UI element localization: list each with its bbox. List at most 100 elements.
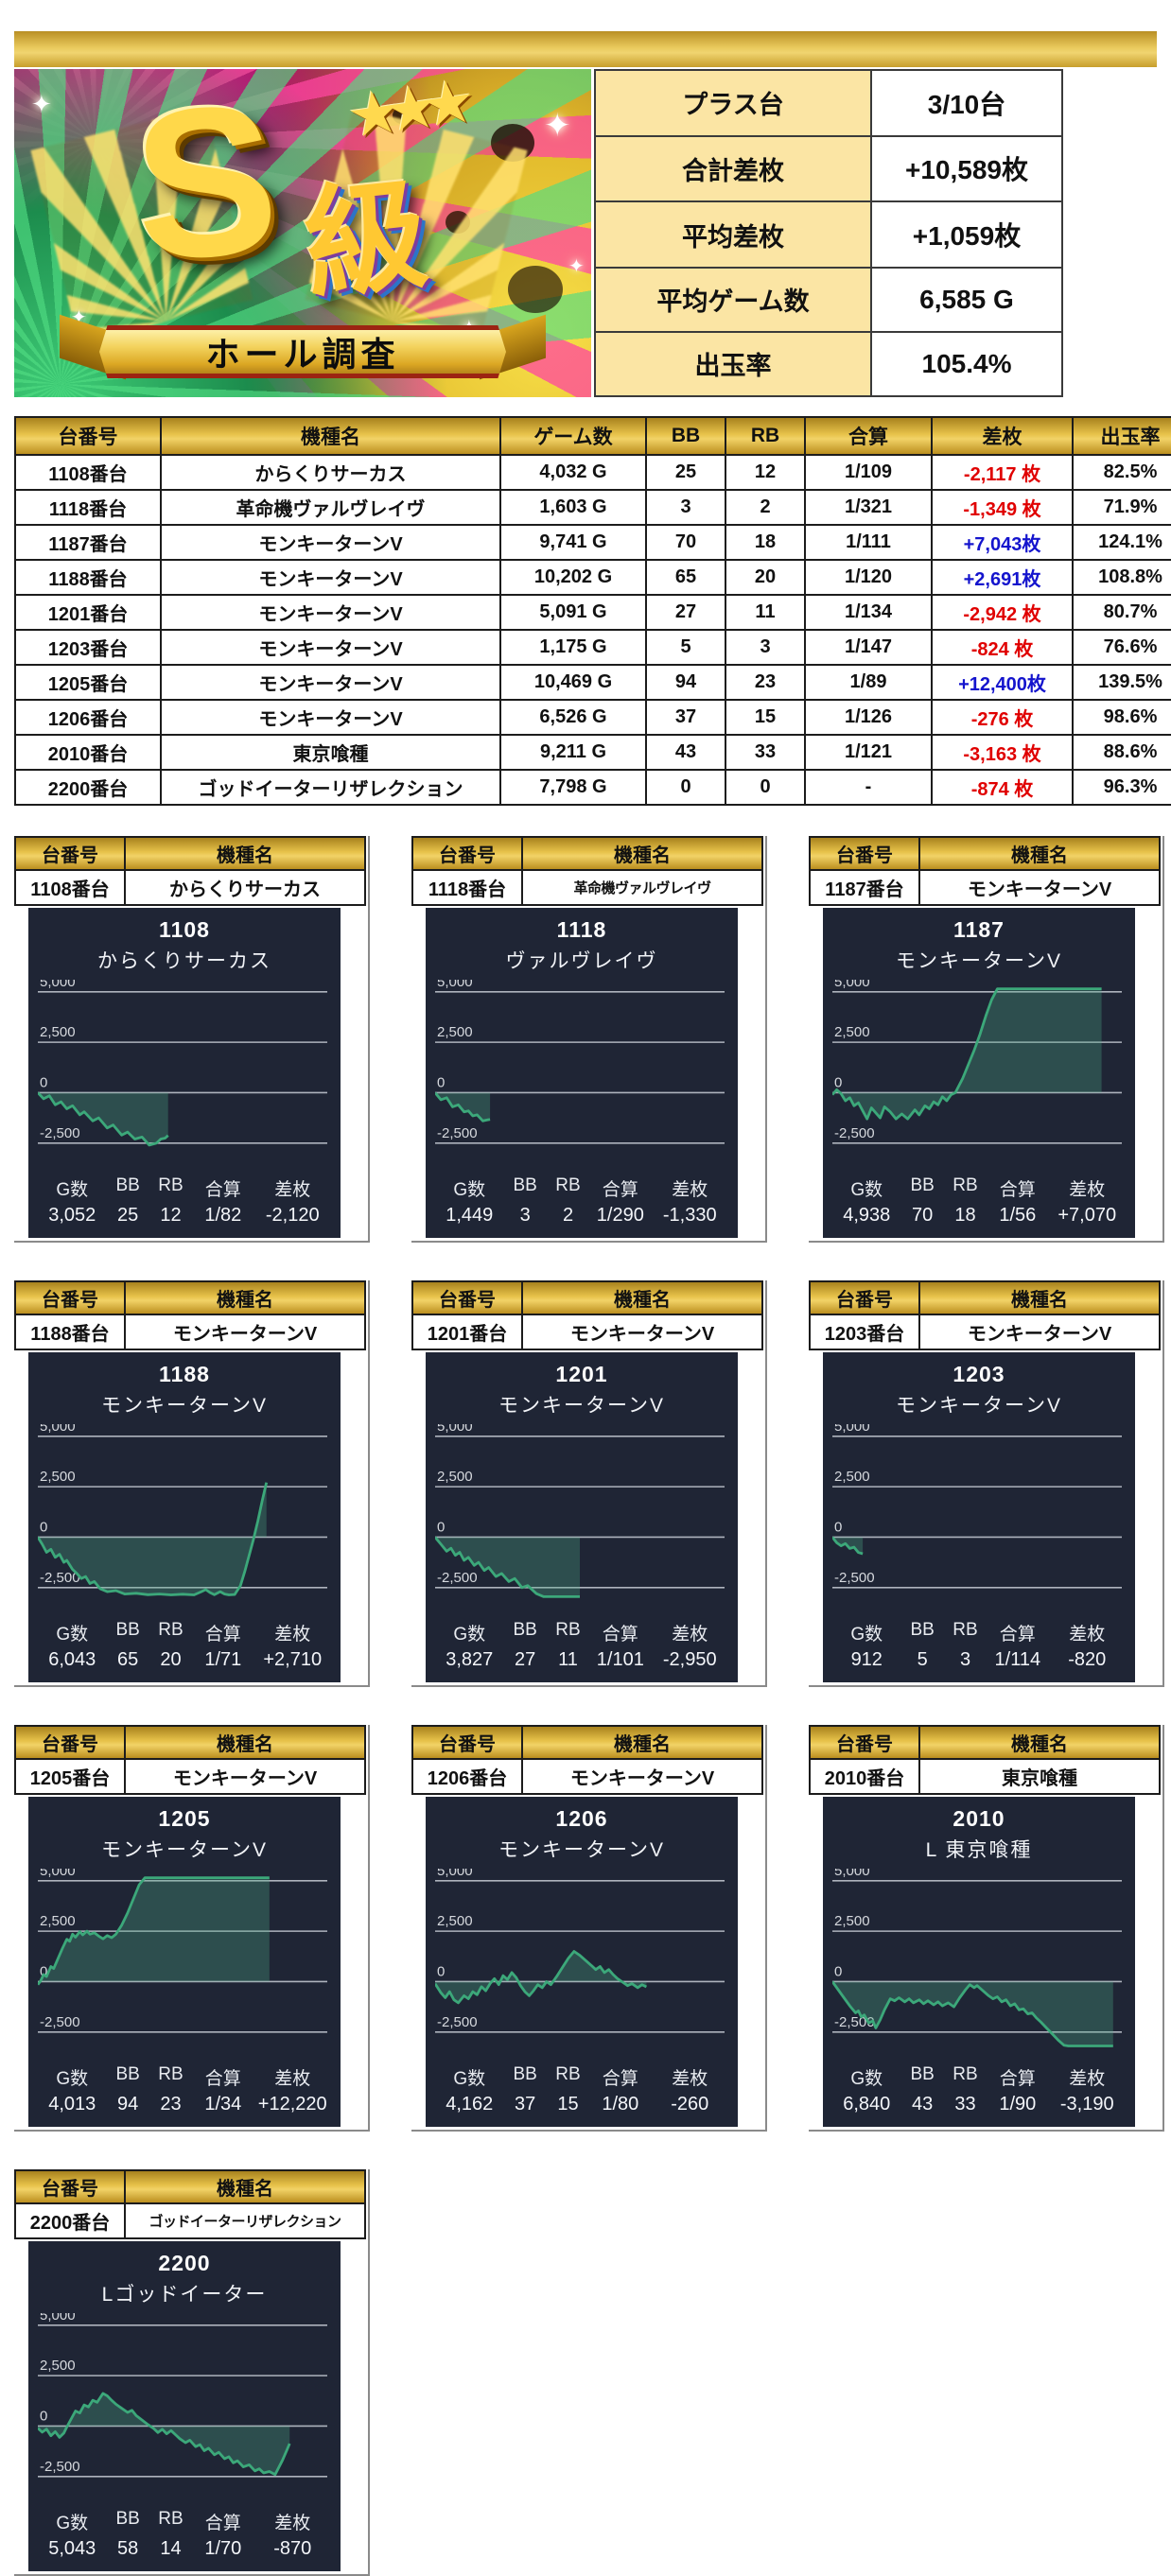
stat-value: 25 (117, 1205, 139, 1226)
stat-value: 1/80 (602, 2094, 639, 2115)
card-value-row: 1203番台 モンキーターンV (809, 1314, 1161, 1350)
card-unit-header: 台番号 (14, 1725, 126, 1760)
column-header: 台番号 (14, 416, 162, 456)
stat-header: G数 (56, 2069, 89, 2089)
banner-image: ★★★ S 級 ✦ ✦ ✦ ✦ ✦ ホール調査 (14, 69, 591, 397)
stat-header: G数 (850, 1180, 883, 1200)
card-header-table: 台番号 機種名 1206番台 モンキーターンV (411, 1725, 763, 1795)
y-axis-tick-label: 5,000 (40, 980, 76, 990)
card-machine-name: モンキーターンV (918, 1314, 1161, 1350)
banner-ribbon: ホール調査 (99, 325, 506, 378)
card-unit-number: 1108番台 (14, 869, 126, 906)
y-axis-tick-label: -2,500 (834, 1570, 875, 1586)
graph-title: 1203 (953, 1362, 1005, 1386)
column-header: 差枚 (931, 416, 1074, 456)
data-cell: 98.6% (1072, 699, 1171, 736)
data-cell: 18 (725, 524, 806, 561)
banner-kyu-kanji: 級 (298, 166, 434, 315)
slump-graph: 5,000 2,500 0 -2,500 (36, 1419, 331, 1610)
card-stats: G数 BB RB 合算 差枚 3,052 25 12 1/82 -2,120 (38, 1175, 331, 1227)
y-axis-tick-label: 0 (437, 1519, 445, 1535)
card-stats-value-row: 3,052 25 12 1/82 -2,120 (38, 1201, 331, 1227)
card-machine-name: 東京喰種 (918, 1758, 1161, 1795)
machine-card: 台番号 機種名 1108番台 からくりサーカス 1108 からくりサーカス 5,000 2,5… (14, 836, 370, 1243)
summary-table-body: プラス台 3/10台 合計差枚 +10,589枚 平均差枚 +1,059枚 平均ゲーム数 6,… (594, 69, 1063, 398)
data-cell: - (804, 769, 933, 806)
data-cell: 94 (645, 664, 726, 701)
summary-value: +1,059枚 (870, 200, 1063, 269)
stat-header: G数 (56, 1625, 89, 1645)
data-cell: 9,211 G (499, 734, 647, 771)
stat-value: 3 (519, 1205, 531, 1226)
card-machine-header: 機種名 (521, 1280, 763, 1315)
card-header-row: 台番号 機種名 (411, 1725, 763, 1760)
stat-header: RB (158, 1175, 184, 1195)
card-unit-header: 台番号 (411, 1280, 523, 1315)
slump-graph: 5,000 2,500 0 -2,500 (830, 1419, 1126, 1610)
data-cell: -1,349 枚 (931, 489, 1074, 526)
graph-title: 2010 (953, 1806, 1005, 1831)
stat-header: BB (513, 2064, 537, 2084)
slump-graph-panel: 2010 L 東京喰種 5,000 2,500 0 -2,500 G数 BB RB 合算 差枚 6,8… (823, 1797, 1135, 2127)
card-header-row: 台番号 機種名 (411, 836, 763, 871)
data-cell: 7,798 G (499, 769, 647, 806)
data-cell: 20 (725, 559, 806, 596)
data-cell: 1,603 G (499, 489, 647, 526)
unit-number-cell: 1108番台 (14, 454, 162, 491)
y-axis-tick-label: 0 (834, 1074, 842, 1090)
card-unit-number: 1205番台 (14, 1758, 126, 1795)
machine-name-cell: モンキーターンV (160, 524, 501, 561)
y-axis-tick-label: -2,500 (437, 1570, 478, 1586)
card-stats-header-row: G数 BB RB 合算 差枚 (38, 1620, 331, 1645)
stat-header: RB (158, 2064, 184, 2084)
stat-value: +2,710 (263, 1649, 323, 1670)
stat-header: 差枚 (1069, 1180, 1106, 1200)
y-axis-tick-label: -2,500 (40, 2014, 80, 2030)
y-axis-tick-label: -2,500 (40, 1570, 80, 1586)
y-axis-tick-label: 2,500 (437, 1469, 473, 1485)
machine-card: 台番号 機種名 1187番台 モンキーターンV 1187 モンキーターンV 5,000 2,5… (809, 836, 1164, 1243)
graph-subtitle: モンキーターンV (101, 1839, 268, 1861)
stat-value: 1/290 (596, 1205, 644, 1226)
card-stats-header-row: G数 BB RB 合算 差枚 (38, 2509, 331, 2534)
summary-label: 平均ゲーム数 (594, 266, 872, 333)
machine-cards-grid: 台番号 機種名 1108番台 からくりサーカス 1108 からくりサーカス 5,000 2,5… (14, 836, 1164, 2576)
card-value-row: 1108番台 からくりサーカス (14, 869, 366, 906)
card-value-row: 1187番台 モンキーターンV (809, 869, 1161, 906)
stat-value: 6,043 (48, 1649, 96, 1670)
data-cell: 15 (725, 699, 806, 736)
card-unit-header: 台番号 (14, 836, 126, 871)
data-cell: 70 (645, 524, 726, 561)
card-unit-header: 台番号 (411, 1725, 523, 1760)
y-axis-tick-label: 0 (40, 1074, 47, 1090)
stat-value: 5,043 (48, 2538, 96, 2559)
slump-graph-svg: 5,000 2,500 0 -2,500 (36, 1863, 327, 2033)
stat-header: G数 (453, 1625, 486, 1645)
machine-card: 台番号 機種名 1201番台 モンキーターンV 1201 モンキーターンV 5,000 2,5… (411, 1280, 767, 1687)
slump-graph-svg: 5,000 2,500 0 -2,500 (830, 974, 1122, 1144)
sparkle-icon: ✦ (31, 90, 52, 118)
graph-title: 1108 (159, 917, 210, 942)
data-cell: 1/111 (804, 524, 933, 561)
machine-table-body: 1108番台 からくりサーカス 4,032 G 25 12 1/109 -2,117 枚 82… (14, 454, 1171, 806)
stat-header: RB (953, 1175, 978, 1195)
data-cell: 1/89 (804, 664, 933, 701)
card-machine-header: 機種名 (521, 1725, 763, 1760)
sparkle-icon: ✦ (568, 256, 585, 277)
slump-graph-svg: 5,000 2,500 0 -2,500 (433, 974, 725, 1144)
card-unit-header: 台番号 (809, 1280, 920, 1315)
stat-value: 58 (117, 2538, 139, 2559)
card-stats-header-row: G数 BB RB 合算 差枚 (832, 1620, 1126, 1645)
stat-header: 合算 (999, 2069, 1036, 2089)
page: ★★★ S 級 ✦ ✦ ✦ ✦ ✦ ホール調査 プラス台3/10台合計差枚+10… (14, 31, 1171, 2576)
slump-line (36, 1091, 169, 1147)
y-axis-tick-label: 5,000 (834, 1424, 870, 1435)
slump-graph-panel: 1108 からくりサーカス 5,000 2,500 0 -2,500 G数 BB RB 合算 差枚 3… (28, 908, 341, 1238)
summary-row: 平均差枚 +1,059枚 (594, 200, 1063, 269)
stat-header: 差枚 (274, 1180, 311, 1200)
graph-subtitle: モンキーターンV (101, 1395, 268, 1417)
y-axis-tick-label: 5,000 (834, 980, 870, 990)
summary-label: 平均差枚 (594, 200, 872, 269)
card-stats: G数 BB RB 合算 差枚 3,827 27 11 1/101 -2,950 (435, 1620, 728, 1671)
stat-header: BB (115, 2509, 140, 2529)
